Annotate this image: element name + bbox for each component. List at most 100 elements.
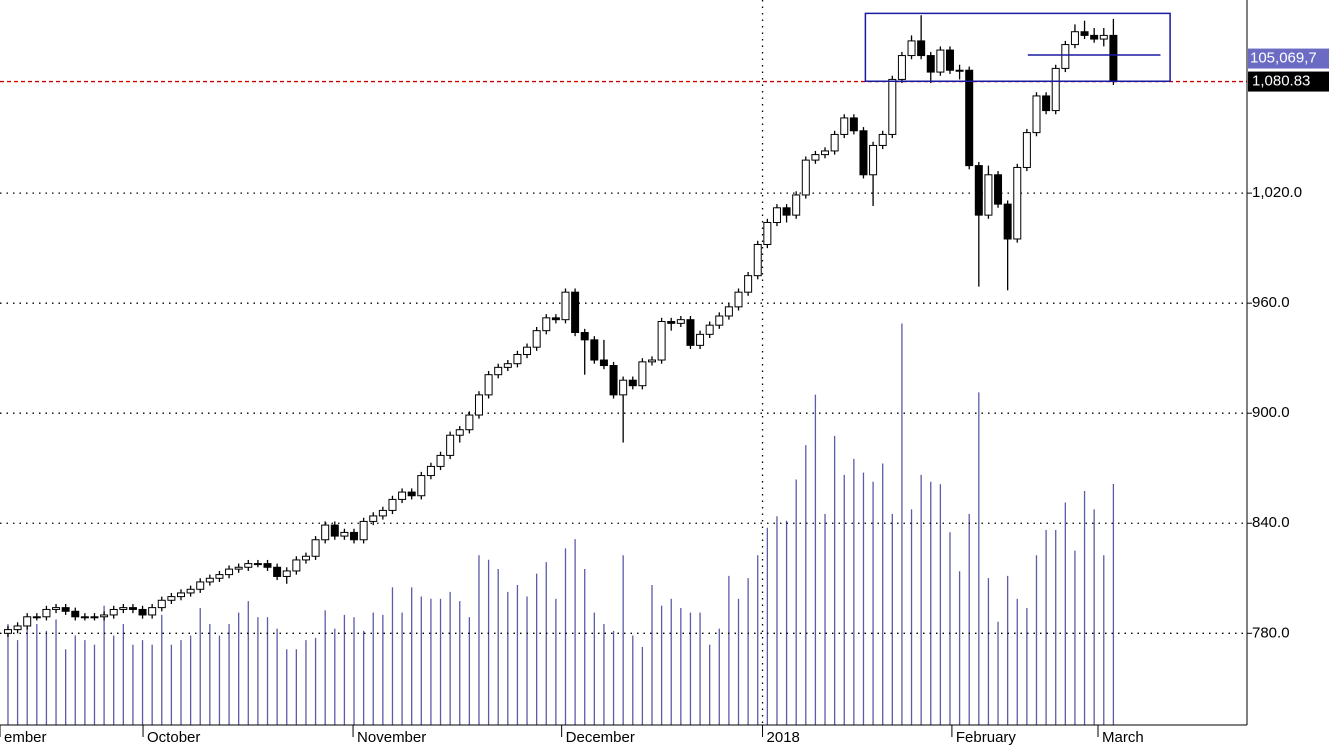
candle-body — [253, 563, 262, 566]
candle-body — [1109, 34, 1118, 83]
candle-body — [821, 150, 830, 156]
candle-body — [484, 374, 493, 396]
candle-body — [1032, 95, 1041, 134]
candle-body — [42, 608, 51, 618]
candle-body — [859, 130, 868, 176]
candle-body — [648, 359, 657, 363]
candle-body — [638, 361, 647, 387]
candle-body — [619, 379, 628, 396]
candle-body — [936, 49, 945, 73]
candle-body — [955, 69, 964, 72]
candle-body — [897, 55, 906, 80]
candle-body — [542, 317, 551, 332]
candle-body — [263, 563, 272, 568]
candle-body — [532, 330, 541, 348]
candle-body — [724, 306, 733, 317]
candle-body — [1080, 31, 1089, 36]
y-tick-label: 780.0 — [1252, 624, 1290, 641]
candle-body — [311, 539, 320, 557]
candle-body — [1042, 95, 1051, 112]
candle-body — [657, 321, 666, 361]
candle-body — [801, 159, 810, 196]
candle-body — [109, 608, 118, 616]
candle-body — [878, 133, 887, 146]
x-tick-label: ember — [4, 729, 47, 746]
candle-body — [772, 207, 781, 223]
candle-body — [388, 498, 397, 511]
candle-body — [148, 607, 157, 616]
candle-body — [667, 321, 676, 324]
candle-body — [446, 434, 455, 456]
candle-body — [715, 315, 724, 326]
candle-body — [734, 291, 743, 308]
candle-body — [926, 55, 935, 73]
y-tick-label: 900.0 — [1252, 404, 1290, 421]
x-tick-label: October — [147, 729, 200, 746]
candle-body — [61, 607, 70, 612]
candle-body — [398, 491, 407, 500]
candle-body — [196, 581, 205, 590]
candle-body — [80, 616, 89, 619]
candle-body — [215, 574, 224, 579]
candle-body — [225, 568, 234, 576]
x-tick-label: 2018 — [767, 729, 800, 746]
candle-body — [436, 454, 445, 467]
candle-body — [628, 379, 637, 387]
candle-body — [330, 524, 339, 537]
candle-body — [455, 429, 464, 436]
candle-body — [1090, 34, 1099, 40]
candle-body — [609, 365, 618, 396]
candle-body — [705, 324, 714, 335]
candle-body — [984, 174, 993, 216]
candle-body — [157, 599, 166, 609]
candle-body — [350, 531, 359, 541]
candle-body — [523, 346, 532, 356]
x-tick-label: March — [1102, 729, 1144, 746]
candle-body — [71, 610, 80, 618]
candle-body — [417, 475, 426, 497]
highlight-box — [864, 12, 1171, 82]
candle-body — [744, 275, 753, 293]
y-tick-label: 960.0 — [1252, 294, 1290, 311]
candle-body — [340, 531, 349, 537]
candle-body — [763, 221, 772, 245]
candle-body — [830, 133, 839, 152]
candle-body — [3, 629, 12, 634]
candle-body — [52, 607, 61, 610]
candle-body — [321, 524, 330, 541]
candle-body — [282, 570, 291, 577]
candle-body — [23, 616, 32, 627]
candle-body — [849, 117, 858, 132]
candle-body — [551, 317, 560, 321]
candle-body — [128, 607, 137, 610]
candle-body — [513, 354, 522, 365]
price-label: 1,080.83 — [1252, 73, 1310, 90]
candle-body — [1013, 166, 1022, 240]
volume-label-box — [1248, 48, 1329, 69]
candle-body — [359, 520, 368, 541]
candle-body — [167, 596, 176, 601]
candle-body — [917, 40, 926, 57]
candle-body — [32, 616, 41, 619]
candle-body — [782, 207, 791, 216]
candle-body — [378, 509, 387, 517]
candle-body — [1061, 44, 1070, 69]
price-label-box — [1248, 71, 1329, 92]
candle-body — [965, 69, 974, 167]
candle-body — [503, 363, 512, 368]
x-tick-label: November — [357, 729, 426, 746]
candle-body — [571, 291, 580, 334]
candle-body — [1003, 203, 1012, 240]
x-tick-label: December — [566, 729, 635, 746]
candle-body — [753, 243, 762, 277]
candle-body — [426, 465, 435, 477]
candle-body — [119, 607, 128, 610]
candle-body — [13, 625, 22, 631]
candle-body — [811, 154, 820, 161]
candle-body — [888, 78, 897, 135]
candle-body — [696, 333, 705, 346]
candle-body — [292, 559, 301, 572]
candle-body — [1022, 132, 1031, 168]
candle-body — [407, 491, 416, 497]
